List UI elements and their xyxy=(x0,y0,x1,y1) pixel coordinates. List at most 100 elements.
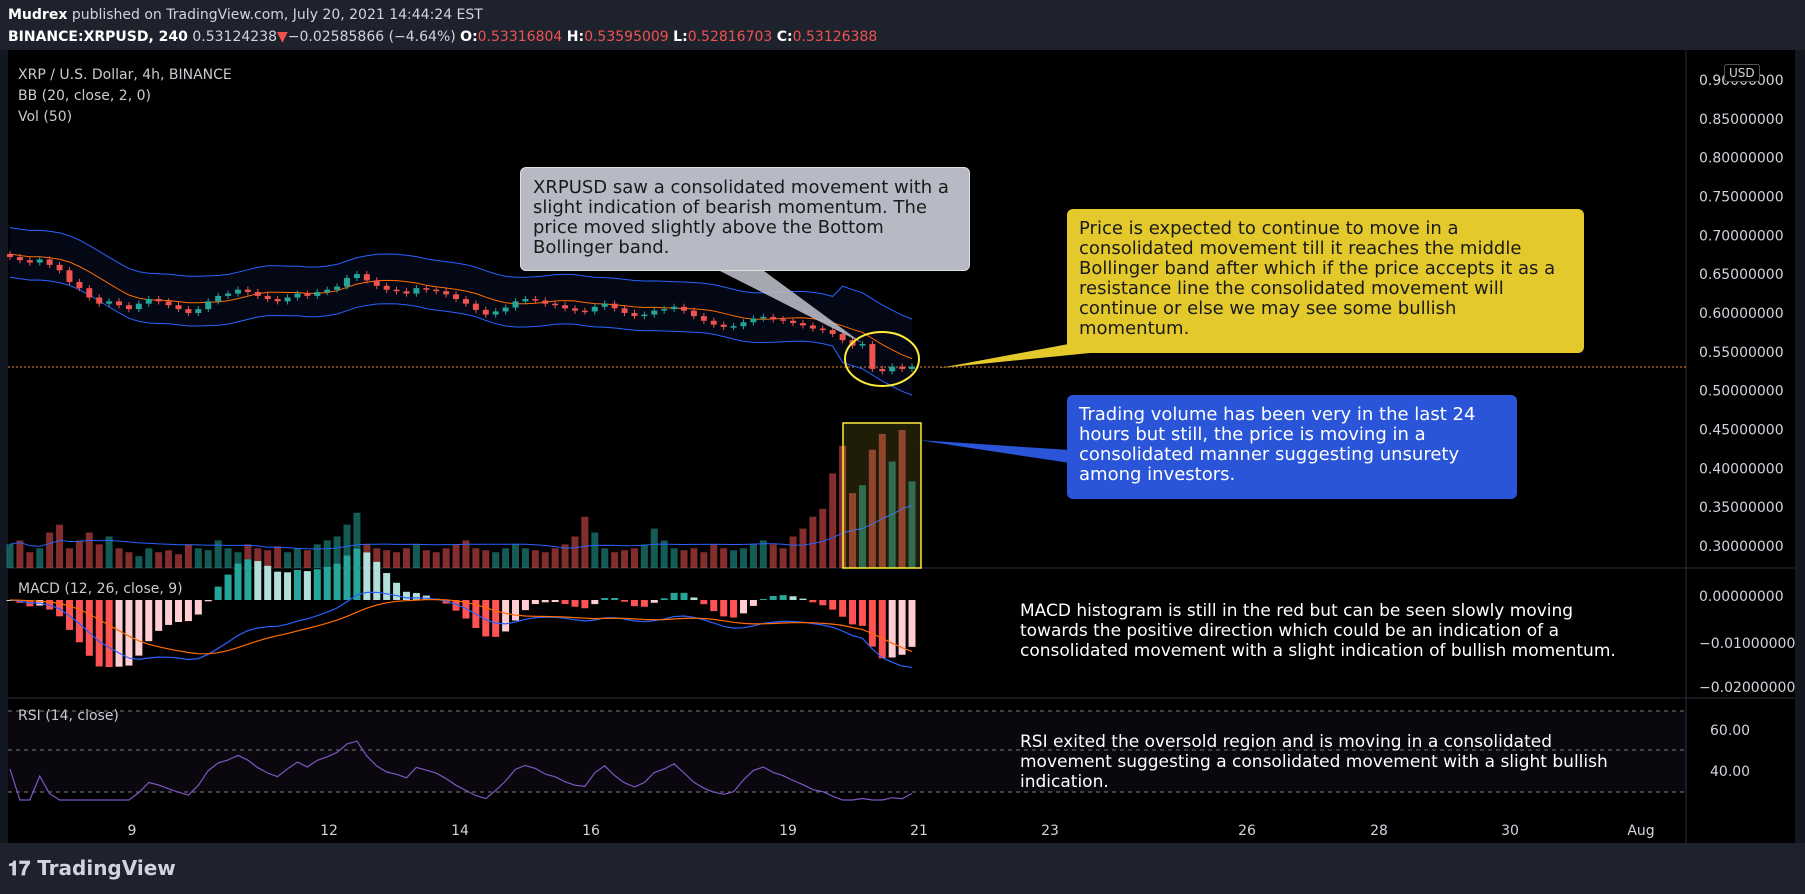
candle-body xyxy=(393,289,400,292)
candle-body xyxy=(621,308,628,313)
time-tick-label: 30 xyxy=(1501,823,1519,839)
macd-histogram-bar xyxy=(571,600,579,607)
macd-histogram-bar xyxy=(462,600,470,619)
candle-body xyxy=(661,309,668,311)
candle-body xyxy=(571,308,578,311)
volume-bar xyxy=(581,516,589,568)
signal-line xyxy=(9,598,913,655)
candle-body xyxy=(86,288,93,298)
volume-highlight-box xyxy=(842,422,922,569)
price-tick-label: 0.35000000 xyxy=(1699,500,1784,516)
bb-fill xyxy=(10,227,912,396)
candle-body xyxy=(532,299,539,301)
blue-callout-pointer xyxy=(918,440,1070,463)
volume-bar xyxy=(194,548,202,568)
volume-legend[interactable]: Vol (50) xyxy=(18,109,73,125)
macd-histogram-bar xyxy=(105,600,113,668)
candle-body xyxy=(205,301,212,310)
volume-bar xyxy=(184,544,192,568)
candle-body xyxy=(383,285,390,290)
candle-body xyxy=(344,278,351,287)
price-tick-label: 0.30000000 xyxy=(1699,539,1784,555)
volume-bar xyxy=(56,524,64,568)
rsi-band xyxy=(8,711,1686,792)
volume-bar xyxy=(829,473,837,568)
macd-histogram-bar xyxy=(264,565,272,600)
candle-body xyxy=(809,325,816,329)
time-tick-label: 21 xyxy=(910,823,928,839)
candle-body xyxy=(145,299,152,304)
volume-annotation[interactable]: Trading volume has been very in the last… xyxy=(1067,395,1517,499)
volume-bar xyxy=(809,516,817,568)
candle-body xyxy=(353,274,360,279)
time-tick-label: 28 xyxy=(1370,823,1388,839)
high-label: H: xyxy=(566,29,585,45)
price-change: −0.02585866 (−4.64%) xyxy=(287,29,456,45)
macd-histogram-bar xyxy=(630,600,638,607)
publisher-name[interactable]: Mudrex xyxy=(8,7,68,23)
candle-body xyxy=(720,324,727,327)
candle-body xyxy=(195,309,202,313)
macd-histogram-bar xyxy=(581,600,589,609)
macd-histogram-bar xyxy=(601,598,609,600)
candle-body xyxy=(175,305,182,310)
symbol-label[interactable]: BINANCE:XRPUSD, 240 xyxy=(8,29,188,45)
rsi-line xyxy=(9,740,913,801)
candle-body xyxy=(185,309,192,313)
tradingview-logo[interactable]: 𝟏𝟕 TradingView xyxy=(8,856,176,880)
volume-bar xyxy=(214,540,222,568)
candle-body xyxy=(591,306,598,312)
macd-histogram-bar xyxy=(512,600,520,621)
volume-bar xyxy=(432,552,440,568)
macd-histogram-bar xyxy=(115,600,123,667)
bearish-annotation[interactable]: XRPUSD saw a consolidated movement with … xyxy=(520,167,970,271)
candle-body xyxy=(869,344,876,369)
time-tick-label: 14 xyxy=(451,823,469,839)
macd-legend[interactable]: MACD (12, 26, close, 9) xyxy=(18,581,183,597)
macd-histogram-bar xyxy=(383,573,391,600)
volume-bar xyxy=(244,544,252,568)
candle-body xyxy=(66,270,73,282)
volume-bar xyxy=(145,548,153,568)
candle-body xyxy=(671,306,678,310)
macd-histogram-bar xyxy=(95,600,103,667)
macd-pane xyxy=(6,548,916,668)
macd-histogram-bar xyxy=(175,600,183,623)
macd-histogram-bar xyxy=(214,586,222,600)
candle-body xyxy=(443,291,450,295)
volume-bar xyxy=(204,550,212,568)
bb-lower-line xyxy=(9,276,913,396)
volume-bar xyxy=(640,544,648,568)
rsi-legend[interactable]: RSI (14, close) xyxy=(18,708,119,724)
volume-bar xyxy=(611,552,619,568)
volume-bar xyxy=(799,528,807,568)
macd-tick-label: 0.00000000 xyxy=(1699,589,1784,605)
volume-bar xyxy=(660,540,668,568)
volume-ma-line xyxy=(9,504,913,550)
candle-body xyxy=(899,366,906,369)
macd-histogram-bar xyxy=(333,563,341,600)
candle-body xyxy=(770,316,777,320)
macd-histogram-bar xyxy=(402,591,410,600)
macd-histogram-bar xyxy=(85,600,93,656)
volume-bar xyxy=(531,550,539,568)
macd-histogram-bar xyxy=(839,600,847,617)
macd-histogram-bar xyxy=(779,595,787,600)
change-arrow-icon: ▼ xyxy=(277,29,288,45)
bollinger-annotation[interactable]: Price is expected to continue to move in… xyxy=(1067,209,1584,353)
volume-bar xyxy=(234,552,242,568)
currency-badge[interactable]: USD xyxy=(1724,64,1760,82)
macd-histogram-bar xyxy=(343,555,351,600)
volume-bar xyxy=(422,550,430,568)
macd-histogram-bar xyxy=(908,600,916,647)
volume-bar xyxy=(383,550,391,568)
macd-histogram-bar xyxy=(551,600,559,603)
bb-legend[interactable]: BB (20, close, 2, 0) xyxy=(18,88,151,104)
chart-title[interactable]: XRP / U.S. Dollar, 4h, BINANCE xyxy=(18,67,232,83)
macd-histogram-bar xyxy=(749,600,757,606)
macd-histogram-bar xyxy=(234,563,242,600)
volume-bar xyxy=(313,544,321,568)
ohlc-line: BINANCE:XRPUSD, 240 0.53124238▼−0.025858… xyxy=(8,29,877,45)
yellow-callout-pointer xyxy=(940,340,1090,368)
